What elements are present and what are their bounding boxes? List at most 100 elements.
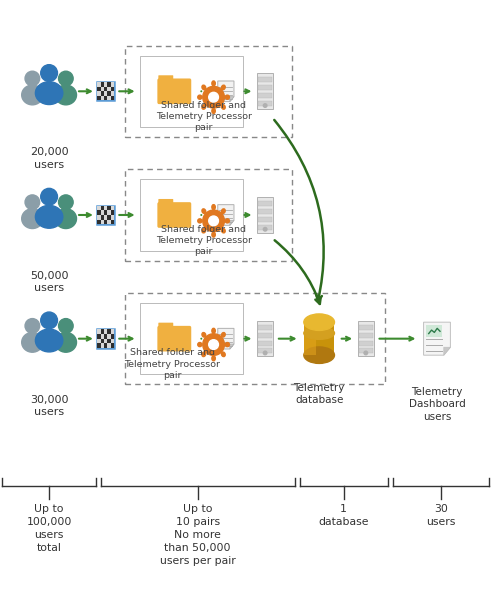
- FancyBboxPatch shape: [97, 210, 101, 215]
- Ellipse shape: [221, 209, 225, 213]
- FancyBboxPatch shape: [359, 325, 373, 330]
- FancyBboxPatch shape: [258, 333, 272, 337]
- Ellipse shape: [203, 334, 224, 355]
- FancyBboxPatch shape: [97, 82, 114, 101]
- Ellipse shape: [209, 340, 218, 349]
- FancyBboxPatch shape: [97, 215, 101, 220]
- FancyBboxPatch shape: [101, 87, 104, 91]
- FancyBboxPatch shape: [104, 206, 107, 210]
- FancyBboxPatch shape: [107, 215, 110, 220]
- Ellipse shape: [202, 333, 206, 337]
- Ellipse shape: [55, 332, 77, 352]
- FancyBboxPatch shape: [101, 343, 104, 348]
- Ellipse shape: [212, 328, 215, 333]
- Ellipse shape: [221, 352, 225, 356]
- Ellipse shape: [209, 216, 218, 226]
- FancyBboxPatch shape: [359, 333, 373, 337]
- Ellipse shape: [25, 71, 40, 86]
- FancyBboxPatch shape: [101, 96, 104, 101]
- Ellipse shape: [35, 82, 63, 104]
- FancyBboxPatch shape: [101, 206, 104, 210]
- FancyBboxPatch shape: [97, 206, 101, 210]
- FancyBboxPatch shape: [258, 101, 272, 106]
- Ellipse shape: [225, 95, 229, 99]
- FancyBboxPatch shape: [158, 323, 173, 329]
- Ellipse shape: [304, 347, 334, 363]
- Ellipse shape: [203, 210, 224, 231]
- Ellipse shape: [263, 351, 267, 355]
- Ellipse shape: [198, 95, 202, 99]
- Ellipse shape: [58, 319, 73, 333]
- Polygon shape: [218, 81, 234, 102]
- Ellipse shape: [198, 343, 202, 346]
- FancyBboxPatch shape: [97, 87, 101, 91]
- FancyBboxPatch shape: [110, 334, 114, 339]
- FancyBboxPatch shape: [104, 91, 107, 96]
- Ellipse shape: [225, 219, 229, 223]
- FancyBboxPatch shape: [110, 343, 114, 348]
- FancyBboxPatch shape: [110, 96, 114, 101]
- Ellipse shape: [55, 85, 77, 105]
- FancyBboxPatch shape: [104, 339, 107, 343]
- FancyBboxPatch shape: [97, 82, 101, 87]
- FancyBboxPatch shape: [110, 339, 114, 343]
- Text: Shared folder and
Telemetry Processor
pair: Shared folder and Telemetry Processor pa…: [124, 349, 220, 380]
- FancyBboxPatch shape: [97, 206, 114, 224]
- FancyBboxPatch shape: [101, 91, 104, 96]
- Polygon shape: [444, 348, 450, 355]
- Text: Up to
100,000
users
total: Up to 100,000 users total: [27, 504, 72, 553]
- FancyBboxPatch shape: [104, 82, 107, 87]
- Ellipse shape: [263, 104, 267, 107]
- FancyBboxPatch shape: [104, 329, 107, 334]
- FancyBboxPatch shape: [104, 87, 107, 91]
- FancyBboxPatch shape: [107, 339, 110, 343]
- Text: 20,000
users: 20,000 users: [30, 147, 68, 170]
- FancyBboxPatch shape: [304, 322, 334, 355]
- FancyBboxPatch shape: [110, 206, 114, 210]
- FancyBboxPatch shape: [104, 210, 107, 215]
- FancyBboxPatch shape: [107, 329, 110, 334]
- FancyBboxPatch shape: [157, 326, 191, 352]
- FancyBboxPatch shape: [258, 85, 272, 90]
- Ellipse shape: [221, 105, 225, 109]
- Ellipse shape: [221, 229, 225, 233]
- Ellipse shape: [304, 327, 334, 339]
- FancyBboxPatch shape: [97, 343, 101, 348]
- FancyBboxPatch shape: [110, 91, 114, 96]
- FancyBboxPatch shape: [258, 217, 272, 222]
- FancyBboxPatch shape: [97, 96, 101, 101]
- Ellipse shape: [212, 356, 215, 361]
- Polygon shape: [230, 220, 234, 226]
- FancyBboxPatch shape: [257, 197, 273, 233]
- FancyBboxPatch shape: [158, 199, 173, 205]
- Text: 30
users: 30 users: [426, 504, 455, 527]
- Polygon shape: [218, 204, 234, 226]
- FancyBboxPatch shape: [101, 82, 104, 87]
- FancyBboxPatch shape: [158, 75, 173, 81]
- Ellipse shape: [41, 65, 57, 81]
- FancyBboxPatch shape: [107, 343, 110, 348]
- Ellipse shape: [55, 209, 77, 229]
- FancyBboxPatch shape: [257, 74, 273, 109]
- Ellipse shape: [25, 195, 40, 210]
- FancyBboxPatch shape: [357, 321, 374, 356]
- FancyBboxPatch shape: [101, 210, 104, 215]
- Text: Shared folder and
Telemetry Processor
pair: Shared folder and Telemetry Processor pa…: [156, 225, 252, 256]
- Text: Up to
10 pairs
No more
than 50,000
users per pair: Up to 10 pairs No more than 50,000 users…: [160, 504, 236, 567]
- FancyBboxPatch shape: [107, 87, 110, 91]
- FancyBboxPatch shape: [257, 321, 273, 356]
- FancyBboxPatch shape: [101, 329, 104, 334]
- FancyBboxPatch shape: [110, 220, 114, 224]
- FancyBboxPatch shape: [359, 340, 373, 346]
- Ellipse shape: [202, 229, 206, 233]
- FancyBboxPatch shape: [104, 215, 107, 220]
- Text: Telemetry
database: Telemetry database: [294, 383, 345, 405]
- Ellipse shape: [212, 81, 215, 86]
- Ellipse shape: [198, 219, 202, 223]
- Polygon shape: [218, 328, 234, 349]
- FancyBboxPatch shape: [104, 343, 107, 348]
- FancyBboxPatch shape: [107, 220, 110, 224]
- FancyBboxPatch shape: [97, 339, 101, 343]
- FancyBboxPatch shape: [258, 209, 272, 214]
- Ellipse shape: [202, 85, 206, 90]
